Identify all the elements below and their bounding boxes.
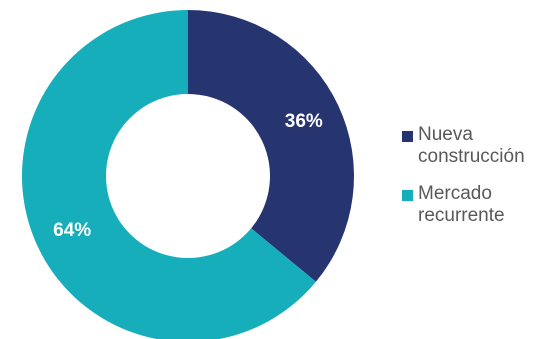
data-label-nueva-construccion: 36% <box>285 111 323 132</box>
legend-swatch-mercado-recurrente <box>402 190 413 201</box>
slice-nueva-construccion <box>188 10 354 282</box>
legend-item-nueva-construccion: Nueva construcción <box>402 124 555 168</box>
legend-label-mercado-recurrente: Mercado recurrente <box>418 183 505 226</box>
slices-group <box>22 10 354 339</box>
data-label-mercado-recurrente: 64% <box>53 220 91 241</box>
donut-chart-plot: 36% 64% <box>22 10 354 339</box>
legend-swatch-nueva-construccion <box>402 131 413 142</box>
slice-mercado-recurrente <box>22 10 316 339</box>
data-labels-group: 36% 64% <box>53 111 323 241</box>
legend-item-mercado-recurrente: Mercado recurrente <box>402 183 555 227</box>
legend-label-nueva-construccion: Nueva construcción <box>418 124 525 167</box>
legend: Nueva construcción Mercado recurrente <box>402 124 555 242</box>
